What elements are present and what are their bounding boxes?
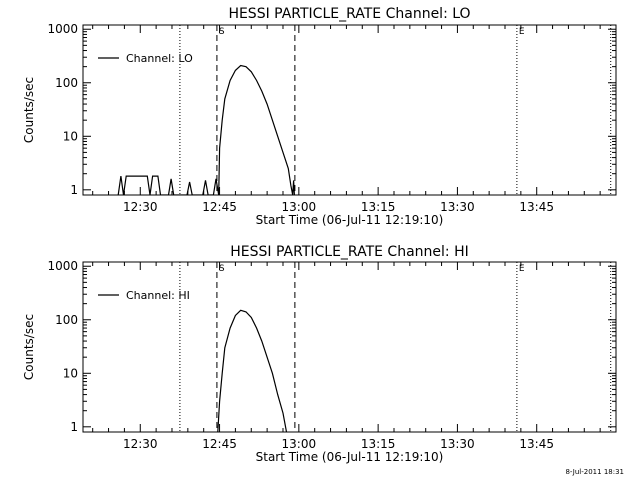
x-tick-label: 12:45 <box>202 200 237 214</box>
y-tick-label: 1000 <box>47 259 78 273</box>
legend-label: Channel: HI <box>126 289 190 302</box>
chart-title: HESSI PARTICLE_RATE Channel: LO <box>228 6 470 22</box>
x-tick-label: 13:30 <box>440 437 475 451</box>
x-tick-label: 12:30 <box>123 437 158 451</box>
x-tick-label: 13:15 <box>361 437 396 451</box>
chart-panel-hi: HESSI PARTICLE_RATE Channel: HI Counts/se… <box>22 244 617 464</box>
plot-frame <box>82 261 617 433</box>
series-line <box>117 64 295 195</box>
y-tick-label: 1 <box>70 420 78 434</box>
x-tick-label: 13:30 <box>440 200 475 214</box>
y-tick-label: 1000 <box>47 22 78 36</box>
time-marker-label: S <box>219 27 225 37</box>
chart-title: HESSI PARTICLE_RATE Channel: HI <box>230 244 468 260</box>
x-tick-label: 13:15 <box>361 200 396 214</box>
chart-panel-lo: HESSI PARTICLE_RATE Channel: LO Counts/se… <box>22 6 617 227</box>
x-tick-label: 13:00 <box>282 437 317 451</box>
time-marker-label: S <box>219 264 225 274</box>
y-axis-label: Counts/sec <box>22 77 36 143</box>
y-axis-label: Counts/sec <box>22 314 36 380</box>
y-tick-label: 100 <box>55 313 78 327</box>
y-tick-label: 100 <box>55 76 78 90</box>
y-tick-label: 1 <box>70 183 78 197</box>
time-marker-label: E <box>519 264 525 274</box>
x-tick-label: 13:45 <box>519 437 554 451</box>
plot-frame <box>82 24 617 196</box>
y-tick-label: 10 <box>63 366 78 380</box>
x-tick-label: 12:45 <box>202 437 237 451</box>
x-tick-label: 12:30 <box>123 200 158 214</box>
legend-label: Channel: LO <box>126 52 193 65</box>
y-tick-label: 10 <box>63 129 78 143</box>
x-axis-label: Start Time (06-Jul-11 12:19:10) <box>256 450 444 464</box>
series-line <box>217 309 288 432</box>
time-marker-label: E <box>519 27 525 37</box>
x-tick-label: 13:00 <box>282 200 317 214</box>
x-axis-label: Start Time (06-Jul-11 12:19:10) <box>256 213 444 227</box>
footer-timestamp: 8-Jul-2011 18:31 <box>565 468 624 476</box>
x-tick-label: 13:45 <box>519 200 554 214</box>
